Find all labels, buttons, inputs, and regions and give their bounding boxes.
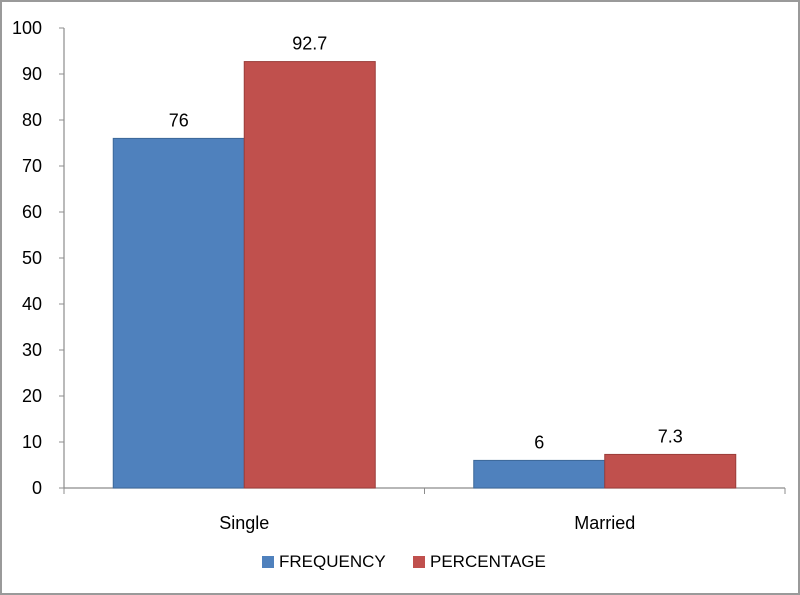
y-tick-label: 0 <box>32 478 42 498</box>
y-tick-label: 30 <box>22 340 42 360</box>
data-label: 76 <box>169 110 189 130</box>
y-tick-label: 20 <box>22 386 42 406</box>
y-tick-label: 40 <box>22 294 42 314</box>
y-tick-label: 100 <box>12 18 42 38</box>
x-axis-ticks: Single Married <box>63 488 786 533</box>
x-tick-label: Single <box>219 513 269 533</box>
y-axis-ticks: 0 10 20 30 40 50 60 70 80 90 100 <box>12 18 64 498</box>
bars <box>112 61 737 489</box>
data-labels: 76 92.7 6 7.3 <box>169 34 683 453</box>
legend: FREQUENCY PERCENTAGE <box>262 552 546 571</box>
y-tick-label: 80 <box>22 110 42 130</box>
legend-label: FREQUENCY <box>279 552 386 571</box>
bar-frequency-married <box>473 459 606 489</box>
y-tick-label: 50 <box>22 248 42 268</box>
data-label: 7.3 <box>658 426 683 446</box>
legend-label: PERCENTAGE <box>430 552 546 571</box>
y-tick-label: 70 <box>22 156 42 176</box>
data-label: 6 <box>534 432 544 452</box>
y-tick-label: 90 <box>22 64 42 84</box>
bar-frequency-single <box>112 137 245 489</box>
bar-percentage-single <box>243 61 376 489</box>
x-tick-label: Married <box>574 513 635 533</box>
legend-swatch <box>413 556 425 568</box>
y-tick-label: 10 <box>22 432 42 452</box>
bar-percentage-married <box>604 453 737 489</box>
y-tick-label: 60 <box>22 202 42 222</box>
legend-swatch <box>262 556 274 568</box>
data-label: 92.7 <box>292 34 327 54</box>
